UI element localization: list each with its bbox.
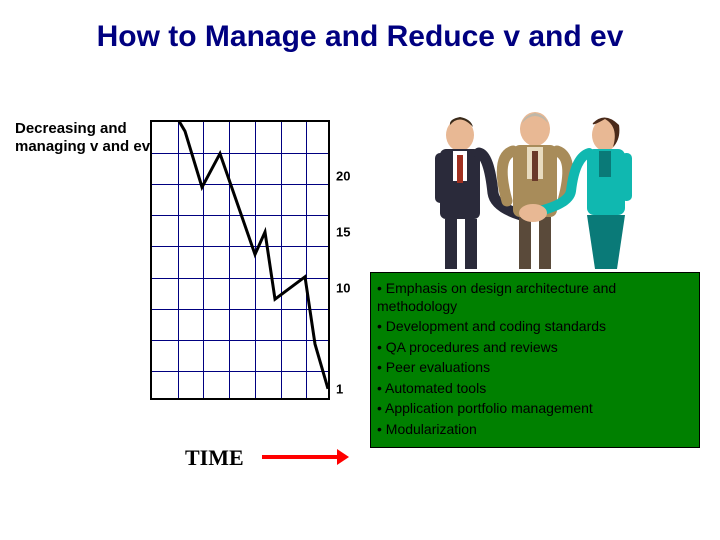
bullet-item: • QA procedures and reviews	[377, 339, 693, 357]
bullet-item: • Emphasis on design architecture and me…	[377, 280, 693, 315]
bullet-item: • Development and coding standards	[377, 318, 693, 336]
bullet-item: • Peer evaluations	[377, 359, 693, 377]
page-title: How to Manage and Reduce v and ev	[0, 20, 720, 54]
bullet-item: • Automated tools	[377, 380, 693, 398]
trend-chart: 2015101	[150, 120, 330, 400]
bullet-panel: • Emphasis on design architecture and me…	[370, 272, 700, 448]
y-tick-label: 10	[336, 281, 350, 296]
bullet-item: • Application portfolio management	[377, 400, 693, 418]
y-tick-label: 20	[336, 169, 350, 184]
x-axis-label: TIME	[185, 445, 244, 471]
arrow-right-icon	[262, 455, 337, 459]
y-tick-label: 1	[336, 381, 343, 396]
chart-line	[150, 120, 330, 400]
chart-caption: Decreasing and managing v and ev	[15, 120, 155, 156]
y-tick-label: 15	[336, 225, 350, 240]
people-illustration	[395, 105, 665, 275]
bullet-item: • Modularization	[377, 421, 693, 439]
